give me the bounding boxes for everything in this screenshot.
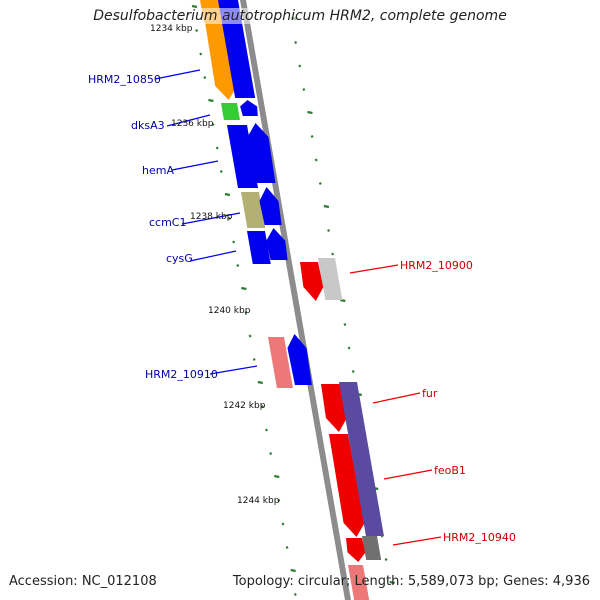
gene-label-hema[interactable]: hemA xyxy=(142,164,174,177)
label-connector xyxy=(166,114,211,127)
tick-mark xyxy=(241,286,247,291)
tick-mark xyxy=(232,240,236,244)
tick-mark xyxy=(281,522,285,526)
label-connector xyxy=(209,365,258,375)
accession-text: Accession: NC_012108 xyxy=(9,574,157,589)
tick-mark xyxy=(248,334,252,338)
label-connector xyxy=(372,392,421,404)
tick-mark xyxy=(228,217,231,220)
tick-mark xyxy=(244,311,248,314)
gene-label-cysg[interactable]: cysG xyxy=(166,252,193,265)
tick-mark xyxy=(203,76,207,79)
forward-gene-labels: HRM2_10850 dksA3 hemA ccmC1 cysG HRM2_10… xyxy=(88,73,218,381)
tick-mark xyxy=(318,182,322,185)
tick-mark xyxy=(384,558,388,561)
gene-arrow-fur[interactable] xyxy=(321,384,347,432)
gene-arrow-pink-bottom[interactable] xyxy=(348,565,370,600)
tick-mark xyxy=(191,4,198,9)
tick-label: 1244 kbp xyxy=(237,496,280,506)
tick-mark xyxy=(252,358,256,361)
tick-mark xyxy=(211,123,215,126)
label-connector xyxy=(349,264,399,274)
label-connector xyxy=(189,250,237,262)
tick-mark xyxy=(327,229,330,232)
tick-mark xyxy=(269,452,273,455)
tick-mark xyxy=(340,298,346,303)
tick-label: 1236 kbp xyxy=(171,119,214,129)
tick-mark xyxy=(257,380,264,385)
gene-arrow-hrm2-10900[interactable] xyxy=(300,262,324,301)
tick-mark xyxy=(208,98,214,103)
gene-arrow-hrm2-10910[interactable] xyxy=(268,337,293,388)
tick-labels: 1234 kbp 1236 kbp 1238 kbp 1240 kbp 1242… xyxy=(150,24,280,506)
map-title: Desulfobacterium autotrophicum HRM2, com… xyxy=(0,8,600,24)
tick-mark xyxy=(260,405,264,408)
gene-arrow-hrm2-10850[interactable] xyxy=(205,22,238,100)
gene-arrow-cysg[interactable] xyxy=(247,231,271,264)
label-connector xyxy=(181,212,241,225)
tick-mark xyxy=(285,546,289,549)
label-connector xyxy=(392,536,442,546)
gene-label-fur[interactable]: fur xyxy=(422,387,438,400)
tick-mark xyxy=(298,64,302,68)
label-connector xyxy=(154,69,201,80)
gene-arrow-blue-small-a[interactable] xyxy=(240,100,258,116)
gene-arrow-hema[interactable] xyxy=(227,125,259,188)
gene-arrow-purple-b[interactable] xyxy=(339,382,384,536)
tick-mark xyxy=(351,370,355,373)
tick-mark xyxy=(277,499,281,502)
tick-mark xyxy=(307,110,313,115)
genome-stats-text: Topology: circular; Length: 5,589,073 bp… xyxy=(232,574,590,589)
gene-arrow-blue-10910-b[interactable] xyxy=(287,334,312,385)
tick-mark xyxy=(331,252,335,256)
gene-arrow-blue-cysg-b[interactable] xyxy=(266,228,288,260)
tick-mark xyxy=(389,580,395,585)
tick-label: 1242 kbp xyxy=(223,401,266,411)
tick-mark xyxy=(343,323,347,326)
gene-label-hrm2-10850[interactable]: HRM2_10850 xyxy=(88,73,161,86)
tick-mark xyxy=(236,264,240,267)
tick-mark xyxy=(310,135,314,138)
tick-label: 1238 kbp xyxy=(190,212,233,222)
gene-label-feob1[interactable]: feoB1 xyxy=(434,464,466,477)
tick-mark xyxy=(265,428,269,432)
gene-label-hrm2-10940[interactable]: HRM2_10940 xyxy=(443,531,516,544)
tick-label: 1240 kbp xyxy=(208,306,251,316)
gene-arrow-feob1[interactable] xyxy=(329,434,365,537)
label-connector xyxy=(171,160,219,171)
gene-label-hrm2-10910[interactable]: HRM2_10910 xyxy=(145,368,218,381)
tick-mark xyxy=(199,52,203,56)
gene-label-hrm2-10900[interactable]: HRM2_10900 xyxy=(400,259,473,272)
tick-mark xyxy=(293,593,297,596)
gene-arrow-dksa3[interactable] xyxy=(221,103,240,120)
tick-mark xyxy=(294,41,298,44)
gene-arrow-blue-ccmc1-b[interactable] xyxy=(259,187,282,225)
gene-arrow-blue-hema-b[interactable] xyxy=(247,123,276,183)
tick-mark xyxy=(347,346,351,350)
gene-arrow-blue-top-a[interactable] xyxy=(218,0,256,98)
gene-label-dksa3[interactable]: dksA3 xyxy=(131,119,165,132)
gene-arrow-ccmc1[interactable] xyxy=(241,192,266,228)
gene-arrow-gray-10900-b[interactable] xyxy=(318,258,343,300)
tick-mark xyxy=(219,170,223,173)
gene-features xyxy=(200,0,384,600)
tick-mark xyxy=(323,204,330,209)
tick-mark xyxy=(215,146,219,150)
label-connectors xyxy=(154,69,442,546)
label-connector xyxy=(383,469,433,480)
gene-arrow-hrm2-10940[interactable] xyxy=(346,538,366,562)
tick-mark xyxy=(302,88,306,91)
gene-label-ccmc1[interactable]: ccmC1 xyxy=(149,216,187,229)
tick-mark xyxy=(224,192,231,197)
tick-mark xyxy=(274,474,280,479)
gene-arrow-gray-10940-b[interactable] xyxy=(362,536,382,560)
tick-mark xyxy=(314,158,318,162)
tick-mark xyxy=(195,29,199,32)
reverse-gene-labels: HRM2_10900 fur feoB1 HRM2_10940 xyxy=(400,259,516,544)
tick-mark xyxy=(290,568,296,573)
tick-label: 1234 kbp xyxy=(150,24,193,34)
